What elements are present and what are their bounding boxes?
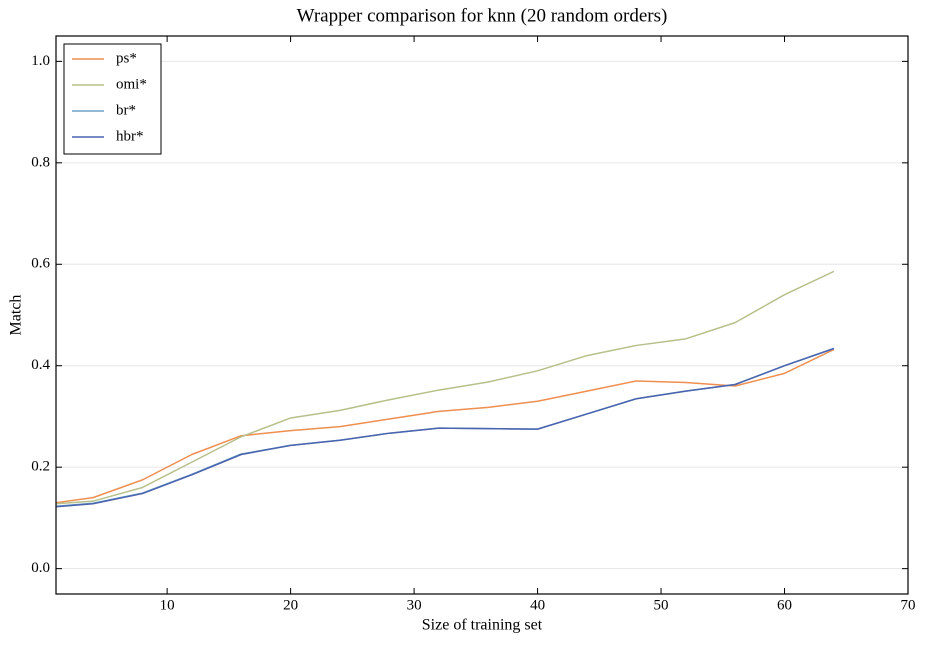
y-tick-label: 1.0 [31,53,50,69]
x-tick-label: 30 [407,597,422,613]
legend-label: ps* [116,50,137,66]
y-axis-label: Match [8,295,25,336]
legend-label: omi* [116,76,147,92]
y-tick-label: 0.8 [31,154,50,170]
line-series [55,347,835,508]
x-tick-label: 50 [654,597,669,613]
x-tick-label: 70 [901,597,916,613]
y-tick-label: 0.2 [31,459,50,475]
line-series [55,270,835,505]
plot-frame [55,35,909,595]
x-tick-label: 10 [160,597,175,613]
x-tick-label: 20 [283,597,298,613]
y-tick-label: 0.0 [31,560,50,576]
line-series [55,348,835,504]
legend-box [63,43,162,155]
x-tick-label: 40 [530,597,545,613]
legend-label: br* [116,102,136,118]
chart-title: Wrapper comparison for knn (20 random or… [297,5,668,26]
x-axis-label: Size of training set [422,617,543,634]
y-tick-label: 0.4 [31,357,50,373]
y-tick-label: 0.6 [31,256,50,272]
x-tick-label: 60 [777,597,792,613]
legend-label: hbr* [116,128,144,144]
